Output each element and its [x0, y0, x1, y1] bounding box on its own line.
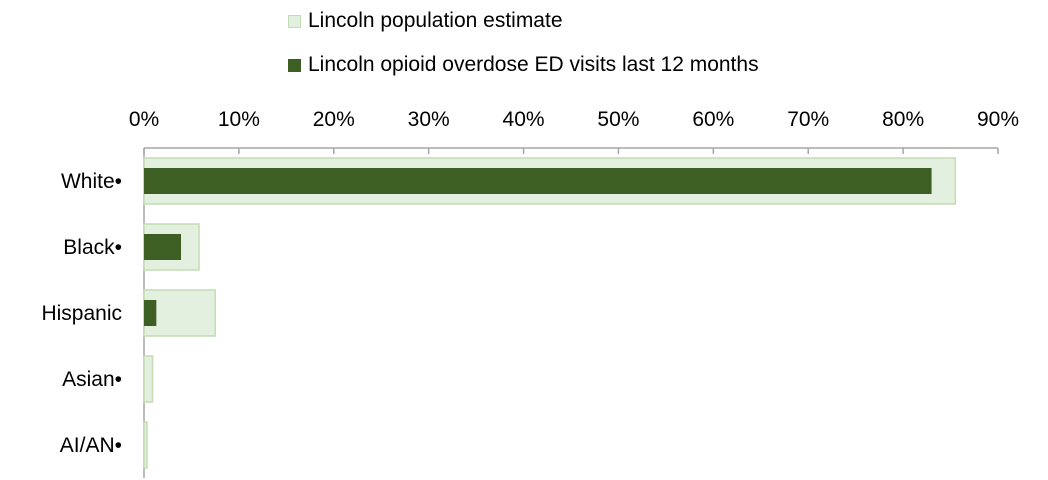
legend-item-visits: Lincoln opioid overdose ED visits last 1…	[288, 50, 759, 80]
x-tick-label: 0%	[129, 108, 159, 131]
category-label: Asian•	[62, 368, 122, 391]
population-bar	[143, 355, 154, 403]
category-label: Hispanic	[41, 302, 122, 325]
legend-item-population: Lincoln population estimate	[288, 6, 759, 36]
legend: Lincoln population estimate Lincoln opio…	[288, 6, 759, 94]
legend-swatch-population	[288, 14, 301, 28]
legend-swatch-visits	[288, 58, 301, 72]
x-tick-label: 50%	[597, 108, 639, 131]
visits-bar	[144, 300, 157, 326]
x-tick-label: 10%	[218, 108, 260, 131]
x-tick-label: 80%	[882, 108, 924, 131]
x-tick-label: 20%	[313, 108, 355, 131]
legend-label-population: Lincoln population estimate	[308, 9, 563, 32]
visits-bar	[144, 168, 932, 194]
category-label: Black•	[63, 236, 122, 259]
x-tick-label: 60%	[692, 108, 734, 131]
population-bar	[143, 421, 148, 469]
category-label: White•	[61, 170, 122, 193]
x-tick-label: 40%	[503, 108, 545, 131]
x-tick-label: 70%	[787, 108, 829, 131]
x-tick-label: 90%	[977, 108, 1019, 131]
legend-label-visits: Lincoln opioid overdose ED visits last 1…	[308, 53, 759, 76]
visits-bar	[144, 234, 182, 260]
x-tick-label: 30%	[408, 108, 450, 131]
category-label: AI/AN•	[60, 434, 122, 457]
